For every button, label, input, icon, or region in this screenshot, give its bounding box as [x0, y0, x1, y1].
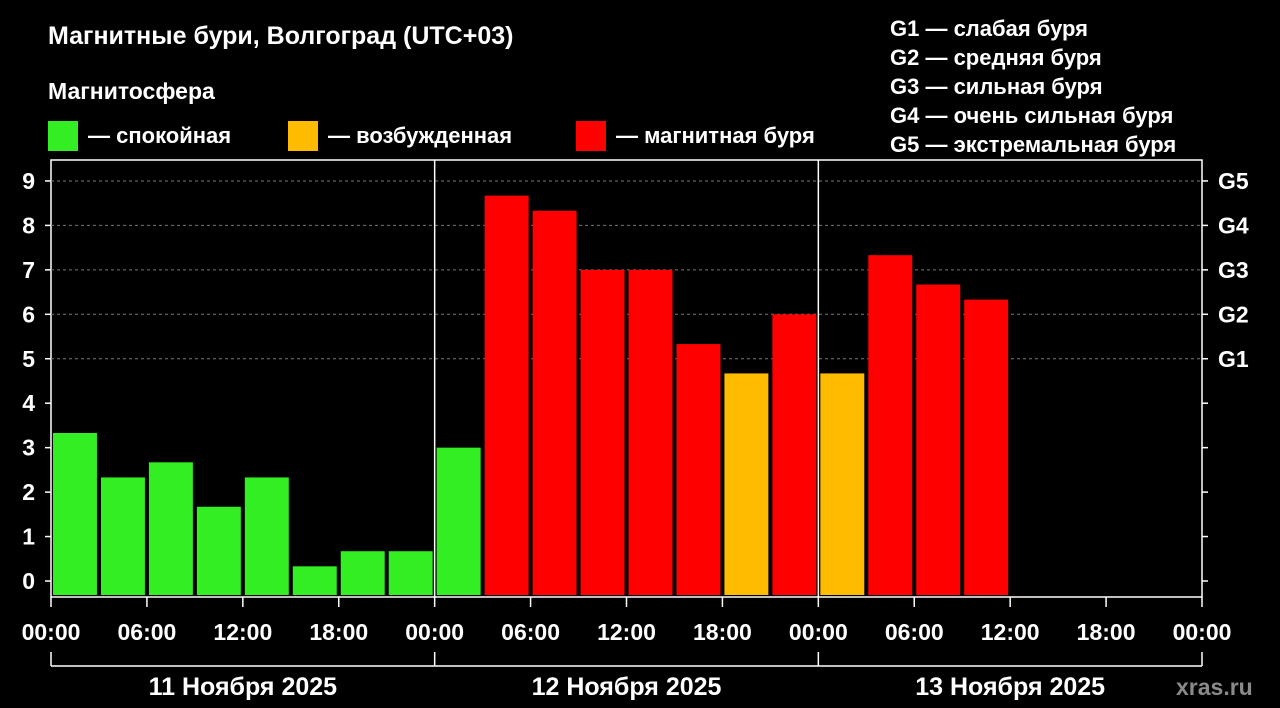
kp-bar [676, 344, 721, 595]
x-tick-label: 00:00 [789, 619, 848, 645]
g-tick-label: G3 [1218, 257, 1249, 283]
kp-bar [196, 506, 241, 595]
kp-bar [484, 195, 529, 595]
kp-bar [580, 269, 625, 595]
legend-label-storm: — магнитная буря [616, 123, 815, 148]
y-tick-label: 1 [22, 524, 35, 550]
magnetosphere-label: Магнитосфера [48, 78, 215, 104]
y-tick-label: 0 [22, 568, 35, 594]
y-tick-label: 7 [22, 257, 35, 283]
legend-label-excited: — возбужденная [328, 123, 513, 148]
kp-bar [820, 373, 865, 595]
kp-bar [724, 373, 769, 595]
day-label: 12 Ноября 2025 [532, 673, 722, 701]
kp-bar [53, 432, 97, 595]
kp-bar [436, 447, 481, 595]
day-label: 11 Ноября 2025 [149, 673, 338, 701]
x-tick-label: 00:00 [22, 619, 81, 645]
legend-label-calm: — спокойная [88, 123, 232, 148]
x-tick-label: 06:00 [885, 619, 944, 645]
kp-bar [388, 551, 433, 595]
kp-bar [244, 477, 289, 595]
g-legend-g4: G4 — очень сильная буря [890, 103, 1174, 128]
legend-swatch-calm [48, 121, 78, 151]
g-tick-label: G1 [1218, 346, 1249, 372]
x-tick-label: 00:00 [1173, 619, 1232, 645]
g-legend-g5: G5 — экстремальная буря [890, 132, 1177, 157]
x-tick-label: 12:00 [981, 619, 1040, 645]
legend-swatch-storm [576, 121, 606, 151]
g-legend-g1: G1 — слабая буря [890, 16, 1089, 41]
x-tick-label: 00:00 [405, 619, 464, 645]
g-scale-legend: G1 — слабая буря G2 — средняя буря G3 — … [890, 14, 1176, 159]
g-legend-g3: G3 — сильная буря [890, 74, 1103, 99]
kp-bar [628, 269, 673, 595]
y-tick-label: 8 [22, 212, 35, 238]
kp-bar [532, 210, 577, 595]
kp-bar [100, 477, 145, 595]
chart-title: Магнитные бури, Волгоград (UTC+03) [48, 22, 514, 50]
x-tick-label: 12:00 [597, 619, 656, 645]
kp-bar [916, 284, 961, 595]
legend-item-excited: — возбужденная [288, 120, 512, 152]
kp-bar [772, 314, 817, 595]
x-tick-label: 18:00 [309, 619, 368, 645]
g-tick-label: G2 [1218, 301, 1249, 327]
g-legend-g2: G2 — средняя буря [890, 45, 1102, 70]
x-tick-label: 12:00 [213, 619, 272, 645]
legend-item-storm: — магнитная буря [576, 120, 815, 152]
kp-bar [148, 462, 193, 595]
y-tick-label: 4 [22, 390, 35, 416]
x-tick-label: 06:00 [501, 619, 560, 645]
kp-bar [868, 255, 913, 595]
y-tick-label: 6 [22, 301, 35, 327]
y-tick-label: 3 [22, 435, 35, 461]
x-tick-label: 18:00 [1077, 619, 1136, 645]
legend-item-calm: — спокойная [48, 120, 231, 152]
day-label: 13 Ноября 2025 [915, 673, 1105, 701]
x-tick-label: 18:00 [693, 619, 752, 645]
x-tick-label: 06:00 [118, 619, 177, 645]
y-tick-label: 2 [22, 479, 35, 505]
g-tick-label: G4 [1218, 212, 1249, 238]
watermark: xras.ru [1176, 674, 1253, 700]
plot-area [50, 159, 1203, 598]
legend-swatch-excited [288, 121, 318, 151]
kp-bar [340, 551, 385, 595]
g-tick-label: G5 [1218, 168, 1249, 194]
y-tick-label: 5 [22, 346, 35, 372]
kp-bar [964, 299, 1009, 595]
kp-bar [292, 566, 337, 595]
y-tick-label: 9 [22, 168, 35, 194]
